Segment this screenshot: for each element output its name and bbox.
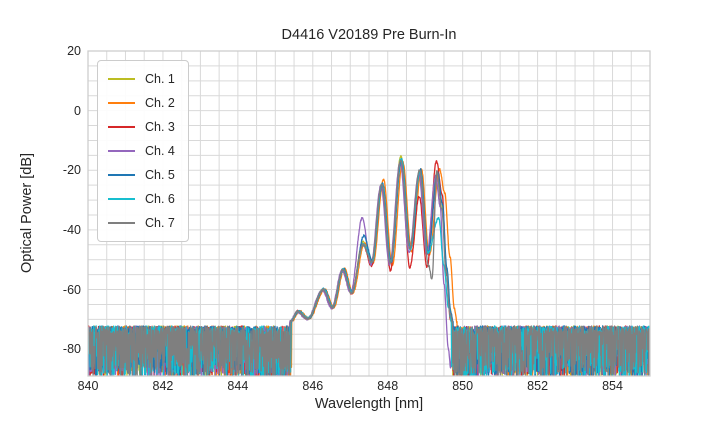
x-tick-label: 850	[452, 379, 474, 393]
y-tick-label: 0	[74, 103, 81, 118]
legend-line-swatch-ch-2	[108, 102, 135, 104]
legend-item-ch-5: Ch. 5	[108, 163, 175, 187]
legend-label-ch-6: Ch. 6	[145, 192, 175, 206]
legend-label-ch-3: Ch. 3	[145, 120, 175, 134]
legend-item-ch-4: Ch. 4	[108, 139, 175, 163]
legend-line-swatch-ch-6	[108, 198, 135, 200]
x-tick-label: 852	[527, 379, 549, 393]
y-tick-label: 20	[67, 44, 81, 58]
y-tick-label: -60	[62, 282, 81, 297]
legend-label-ch-7: Ch. 7	[145, 216, 175, 230]
x-tick-label: 846	[302, 379, 324, 393]
legend-label-ch-5: Ch. 5	[145, 168, 175, 182]
x-tick-label: 842	[152, 379, 174, 393]
x-axis-label: Wavelength [nm]	[314, 396, 424, 412]
y-tick-label: -20	[62, 163, 81, 178]
legend-item-ch-7: Ch. 7	[108, 211, 175, 235]
legend-line-swatch-ch-7	[108, 222, 135, 224]
x-tick-label: 848	[377, 379, 399, 393]
legend-item-ch-3: Ch. 3	[108, 115, 175, 139]
legend-label-ch-2: Ch. 2	[145, 96, 175, 110]
axes-spines	[87, 50, 651, 377]
x-tick-label: 854	[602, 379, 623, 393]
legend-item-ch-2: Ch. 2	[108, 91, 175, 115]
legend-item-ch-6: Ch. 6	[108, 187, 175, 211]
y-tick-label: -40	[62, 222, 81, 237]
legend-line-swatch-ch-4	[108, 150, 135, 152]
legend-line-swatch-ch-3	[108, 126, 135, 128]
legend-label-ch-4: Ch. 4	[145, 144, 175, 158]
x-tick-label: 840	[77, 379, 99, 393]
legend-item-ch-1: Ch. 1	[108, 67, 175, 91]
legend-line-swatch-ch-1	[108, 78, 135, 80]
y-axis-label: Optical Power [dB]	[19, 152, 35, 274]
legend-line-swatch-ch-5	[108, 174, 135, 176]
y-tick-label: -80	[62, 342, 81, 357]
x-tick-label: 844	[227, 379, 249, 393]
traces	[88, 155, 650, 376]
legend-label-ch-1: Ch. 1	[145, 72, 175, 86]
trace-ch-7	[88, 159, 650, 376]
chart-title: D4416 V20189 Pre Burn-In	[281, 27, 457, 43]
grid	[88, 51, 650, 376]
legend: Ch. 1 Ch. 2 Ch. 3 Ch. 4 Ch. 5 Ch. 6 Ch. 7	[97, 60, 189, 242]
